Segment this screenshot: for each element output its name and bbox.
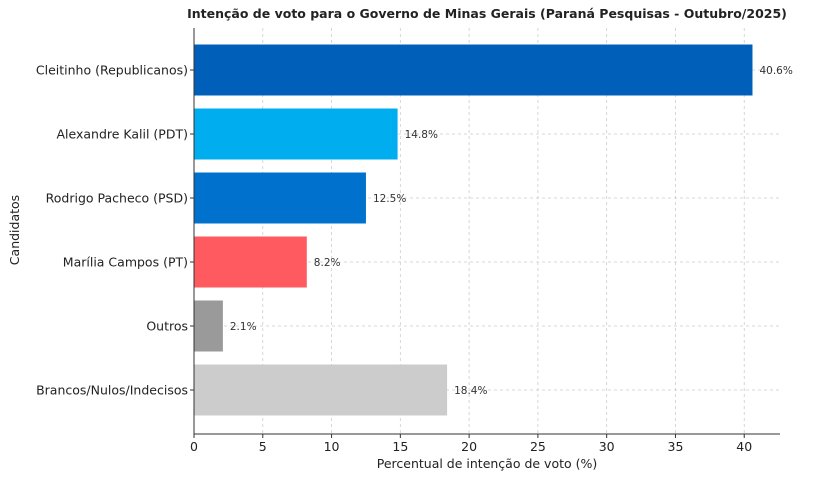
- data-label: 18.4%: [454, 385, 487, 397]
- category-label: Alexandre Kalil (PDT): [56, 127, 188, 142]
- bar: [194, 172, 366, 224]
- x-tick-label: 15: [392, 439, 408, 454]
- x-ticks: 0 5 10 15 20 25 30 35 40: [190, 69, 752, 454]
- bar: [194, 236, 307, 288]
- bar: [194, 44, 753, 96]
- x-tick-label: 5: [259, 439, 267, 454]
- x-tick-label: 35: [668, 439, 684, 454]
- x-tick-label: 40: [736, 439, 752, 454]
- category-label: Outros: [146, 319, 188, 334]
- bar: [194, 300, 223, 352]
- chart-title: Intenção de voto para o Governo de Minas…: [187, 6, 787, 21]
- x-axis-label: Percentual de intenção de voto (%): [377, 456, 598, 471]
- category-label: Marília Campos (PT): [63, 255, 188, 270]
- category-label: Brancos/Nulos/Indecisos: [36, 383, 188, 398]
- x-tick-label: 0: [190, 439, 198, 454]
- bars: [194, 44, 753, 416]
- x-tick-label: 30: [599, 439, 615, 454]
- x-tick-label: 10: [324, 439, 340, 454]
- y-axis-label: Candidatos: [7, 195, 22, 265]
- data-label: 14.8%: [405, 129, 438, 141]
- value-labels: 40.6% 14.8% 12.5% 8.2% 2.1% 18.4%: [230, 65, 793, 397]
- bar: [194, 108, 398, 160]
- data-label: 8.2%: [314, 257, 341, 269]
- x-tick-label: 20: [461, 439, 477, 454]
- bar: [194, 364, 448, 416]
- data-label: 2.1%: [230, 321, 257, 333]
- data-label: 12.5%: [373, 193, 406, 205]
- x-tick-label: 25: [530, 439, 546, 454]
- data-label: 40.6%: [759, 65, 792, 77]
- axes: [193, 28, 780, 435]
- category-labels: Cleitinho (Republicanos) Alexandre Kalil …: [36, 63, 188, 398]
- category-label: Cleitinho (Republicanos): [36, 63, 188, 78]
- category-label: Rodrigo Pacheco (PSD): [46, 191, 188, 206]
